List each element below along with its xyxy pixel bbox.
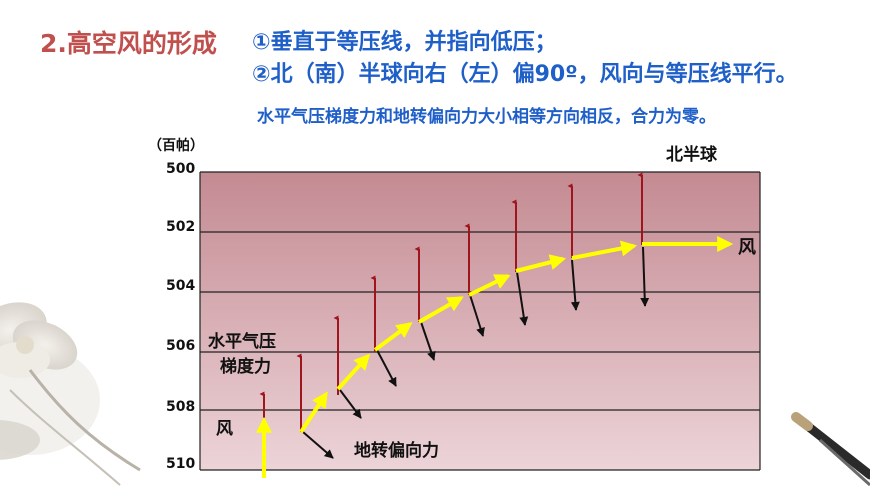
- coriolis-label: 地转偏向力: [354, 440, 439, 461]
- coriolis-arrow: [640, 246, 650, 307]
- wind-arrow: [468, 274, 511, 297]
- rule-deflection: ②北（南）半球向右（左）偏90º，风向与等压线平行。: [252, 62, 798, 87]
- hemisphere-label: 北半球: [666, 144, 718, 165]
- coriolis-arrow: [339, 389, 362, 419]
- pgf-label-line1: 水平气压: [208, 331, 276, 352]
- balance-note: 水平气压梯度力和地转偏向力大小相等方向相反，合力为零。: [257, 107, 716, 127]
- wind-arrow: [299, 391, 328, 434]
- wind-arrow: [373, 322, 413, 352]
- wind-arrow: [571, 240, 638, 260]
- lotus-decoration-icon: [0, 302, 141, 486]
- coriolis-arrow: [570, 259, 580, 311]
- isobar-label-502: 502: [166, 219, 195, 235]
- isobar-label-506: 506: [166, 338, 195, 354]
- rule-perpendicular: ①垂直于等压线，并指向低压；: [252, 30, 557, 55]
- unit-label: （百帕）: [148, 137, 204, 154]
- wind-arrow: [515, 254, 567, 273]
- wind-arrow: [418, 296, 464, 324]
- slide-title: 2.高空风的形成: [40, 29, 217, 58]
- coriolis-arrow: [302, 431, 334, 459]
- pressure-field: [200, 172, 760, 470]
- coriolis-arrow: [516, 271, 529, 326]
- pgf-label-line2: 梯度力: [220, 356, 271, 377]
- wind-label-end: 风: [738, 237, 756, 258]
- isobar-label-500: 500: [166, 161, 195, 177]
- wind-arrow: [336, 353, 371, 391]
- coriolis-arrow: [469, 294, 485, 337]
- isobar-label-508: 508: [166, 399, 195, 415]
- ink-brush-decoration-icon: [791, 412, 870, 487]
- coriolis-arrow: [376, 349, 397, 387]
- coriolis-arrow: [420, 321, 436, 361]
- isobar-label-504: 504: [166, 278, 195, 294]
- isobar-label-510: 510: [166, 456, 195, 472]
- wind-label-start: 风: [216, 419, 233, 439]
